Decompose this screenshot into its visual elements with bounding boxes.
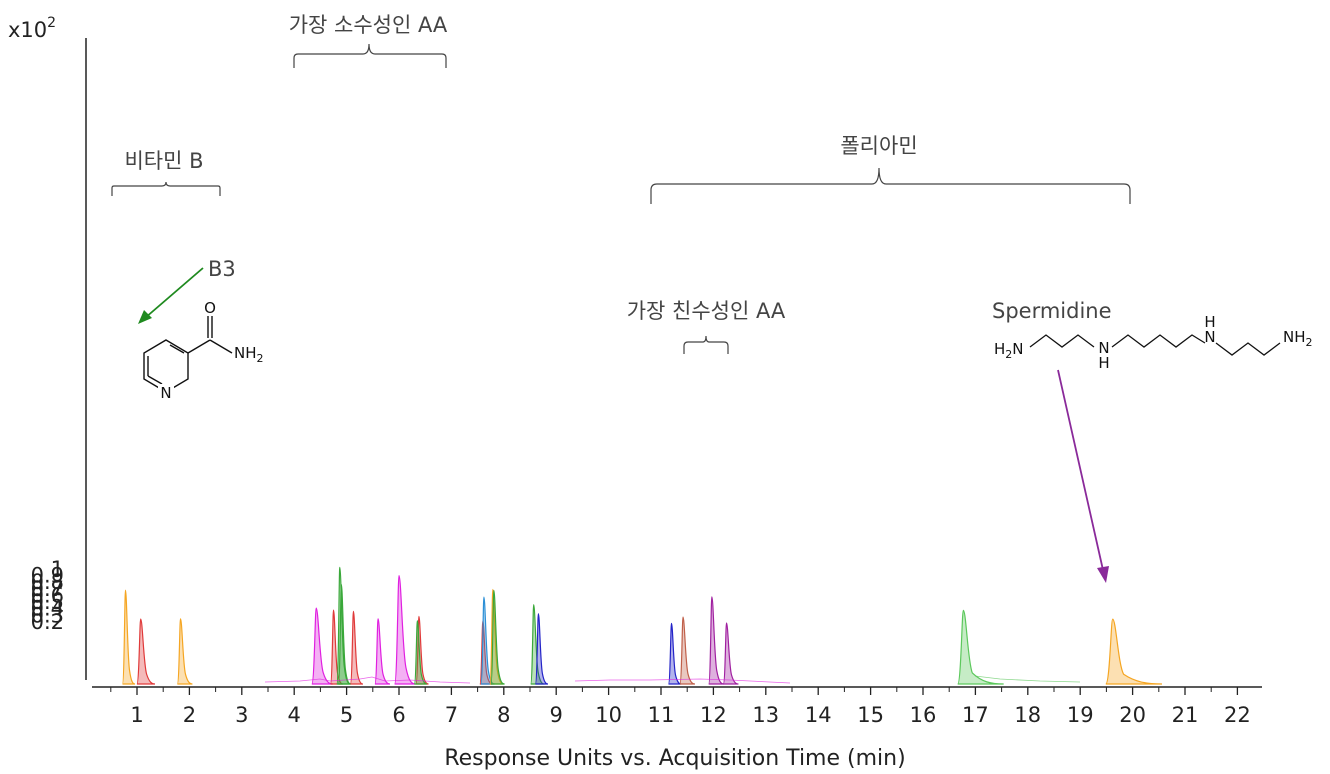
- bracket-vitamin-b: [111, 181, 221, 196]
- chromatogram-peak: [394, 574, 416, 685]
- spermidine-h2n: H2N: [994, 340, 1024, 361]
- chromatogram-peak: [311, 607, 333, 685]
- x-tick-label: 15: [857, 703, 884, 727]
- spermidine-n2-h: H: [1204, 313, 1215, 331]
- chromatogram-peak: [374, 618, 391, 685]
- label-polyamine: 폴리아민: [840, 134, 917, 158]
- chromatogram-peak: [530, 604, 545, 685]
- chromatogram-peak: [957, 609, 1004, 685]
- x-tick-label: 10: [595, 703, 622, 727]
- x-tick-label: 20: [1119, 703, 1146, 727]
- chromatogram-peak: [1105, 618, 1162, 685]
- x-tick-label: 8: [497, 703, 510, 727]
- x-tick-label: 19: [1067, 703, 1094, 727]
- spermidine-nh2: NH2: [1283, 328, 1313, 349]
- x-tick-label: 5: [340, 703, 353, 727]
- baseline-trace-green: [974, 675, 1081, 683]
- chromatogram-peak: [722, 622, 739, 685]
- arrow-spermidine: [1057, 369, 1104, 571]
- label-vitamin-b: 비타민 B: [124, 149, 203, 173]
- chromatogram-peak: [329, 609, 344, 685]
- chromatogram-peak: [534, 613, 549, 685]
- x-tick-label: 2: [183, 703, 196, 727]
- x-tick-label: 21: [1172, 703, 1199, 727]
- x-tick-label: 6: [392, 703, 405, 727]
- arrow-b3: [144, 267, 204, 319]
- nicotinamide-nh2: NH2: [234, 344, 264, 365]
- chromatogram-peak: [121, 589, 136, 685]
- x-tick-label: 13: [752, 703, 779, 727]
- label-spermidine: Spermidine: [992, 299, 1112, 323]
- x-tick-label: 12: [700, 703, 727, 727]
- chromatogram-peak: [349, 610, 364, 685]
- chromatogram-peak: [337, 583, 352, 685]
- y-multiplier-label: x102: [8, 15, 56, 42]
- label-hydrophobic-aa: 가장 소수성인 AA: [289, 13, 448, 37]
- spermidine-n2: N: [1204, 328, 1215, 346]
- arrowhead-spermidine: [1097, 566, 1109, 583]
- chromatogram-peak: [490, 589, 505, 685]
- x-tick-label: 17: [962, 703, 989, 727]
- y-tick-label: 0.3: [31, 603, 64, 627]
- y-tick-label: 0.6: [31, 583, 64, 607]
- x-tick-label: 7: [445, 703, 458, 727]
- y-tick-label: 1: [51, 557, 64, 581]
- x-tick-label: 4: [288, 703, 301, 727]
- bracket-hydrophobic-aa: [293, 43, 447, 68]
- chromatogram-peak: [480, 596, 495, 685]
- nicotinamide-n: N: [160, 384, 171, 402]
- spermidine-chain: [1029, 334, 1281, 356]
- chromatogram-peaks: [121, 566, 1162, 685]
- y-tick-label: 0.2: [31, 610, 64, 634]
- nicotinamide-n-bg: [158, 384, 174, 400]
- y-tick-label: 0.4: [31, 597, 64, 621]
- bracket-hydrophilic-aa: [683, 335, 729, 354]
- axis-ticks: 1 2 3 4 5 6 7 8 9 10 11 12 13 14 15 16 17 18 19 20 21 220.20.…: [31, 557, 1251, 727]
- y-tick-label: 0.7: [31, 577, 64, 601]
- x-tick-label: 14: [805, 703, 832, 727]
- chromatogram-peak: [176, 618, 193, 685]
- x-tick-label: 16: [910, 703, 937, 727]
- x-tick-label: 18: [1014, 703, 1041, 727]
- x-tick-label: 11: [648, 703, 675, 727]
- y-tick-label: 0.9: [31, 564, 64, 588]
- y-tick-label: 0.8: [31, 570, 64, 594]
- nicotinamide-o: O: [204, 299, 216, 317]
- baseline-trace-magenta: [264, 676, 791, 684]
- y-tick-label: 0.5: [31, 590, 64, 614]
- chromatogram-peak: [708, 596, 724, 685]
- x-tick-label: 1: [130, 703, 143, 727]
- chromatogram-peak: [667, 622, 682, 685]
- bracket-polyamine: [650, 167, 1131, 204]
- nicotinamide-structure: [143, 316, 233, 393]
- x-axis-title: Response Units vs. Acquisition Time (min…: [444, 746, 905, 771]
- chromatogram-peak: [679, 616, 696, 685]
- x-tick-label: 9: [550, 703, 563, 727]
- chromatogram-peak: [136, 618, 156, 685]
- arrowhead-b3: [138, 310, 152, 324]
- x-tick-label: 22: [1224, 703, 1251, 727]
- label-b3: B3: [208, 257, 236, 281]
- x-tick-label: 3: [235, 703, 248, 727]
- spermidine-n1: N: [1098, 339, 1109, 357]
- spermidine-n1-h: H: [1098, 354, 1109, 372]
- label-hydrophilic-aa: 가장 친수성인 AA: [627, 299, 786, 323]
- chromatogram-peak: [413, 620, 428, 685]
